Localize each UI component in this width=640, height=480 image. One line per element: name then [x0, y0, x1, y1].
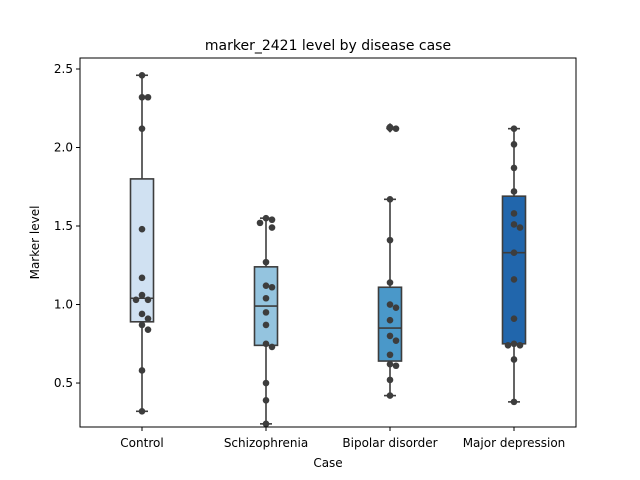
data-point — [392, 337, 400, 344]
axes: 0.5 1.0 1.5 2.0 2.5 Control Schizophrenia Bipol… — [54, 62, 565, 450]
data-point — [516, 224, 524, 231]
data-point — [386, 236, 394, 244]
data-point — [386, 332, 394, 340]
data-point — [262, 420, 270, 428]
data-point — [510, 340, 518, 348]
data-point — [510, 188, 518, 195]
data-point — [386, 196, 394, 203]
data-point — [262, 294, 270, 302]
data-point — [510, 249, 518, 257]
data-point — [262, 397, 270, 404]
data-point — [268, 216, 276, 224]
data-point — [386, 279, 394, 286]
data-point — [262, 309, 270, 316]
y-axis-title: Marker level — [28, 206, 42, 280]
y-tick-label: 0.5 — [54, 376, 73, 390]
data-point — [386, 301, 394, 308]
y-tick-label: 1.0 — [54, 298, 73, 312]
data-point — [268, 224, 276, 231]
data-point — [144, 296, 152, 304]
data-point — [268, 283, 276, 291]
y-tick-label: 1.5 — [54, 219, 73, 233]
data-point — [510, 276, 518, 283]
data-point — [510, 210, 518, 217]
data-point — [262, 321, 270, 329]
data-point — [138, 291, 146, 299]
data-point — [138, 93, 146, 101]
data-point — [510, 221, 518, 228]
x-tick-label: Control — [120, 436, 163, 450]
data-point — [262, 258, 270, 266]
data-point — [262, 379, 270, 387]
data-point — [386, 316, 394, 324]
data-point — [510, 164, 518, 172]
chart-title: marker_2421 level by disease case — [205, 38, 451, 54]
data-point — [386, 123, 394, 131]
data-point — [510, 141, 518, 148]
data-point — [262, 340, 270, 348]
data-point — [386, 360, 394, 368]
data-point — [262, 282, 270, 289]
data-point — [144, 326, 152, 333]
data-point — [516, 342, 524, 349]
data-point — [138, 367, 146, 374]
data-point — [144, 93, 152, 101]
data-point — [386, 376, 394, 384]
data-point — [262, 214, 270, 222]
data-point — [510, 315, 518, 322]
plot-area — [129, 71, 527, 428]
box — [377, 286, 403, 362]
x-tick-label: Major depression — [463, 436, 566, 450]
data-point — [510, 356, 518, 363]
axes-frame — [79, 57, 577, 428]
box-group — [129, 71, 155, 415]
data-point — [386, 351, 394, 359]
box-group — [501, 125, 527, 406]
data-point — [268, 343, 276, 351]
data-point — [138, 225, 146, 233]
data-point — [392, 304, 400, 311]
y-tick-label: 2.0 — [54, 141, 73, 155]
data-point — [138, 125, 146, 132]
box-group — [377, 123, 403, 399]
data-point — [392, 362, 400, 370]
data-point — [256, 219, 264, 227]
data-point — [138, 321, 146, 329]
data-point — [144, 315, 152, 322]
x-tick-label: Schizophrenia — [224, 436, 308, 450]
data-point — [504, 342, 512, 349]
data-point — [386, 392, 394, 399]
data-point — [138, 407, 146, 415]
x-tick-label: Bipolar disorder — [342, 436, 437, 450]
data-point — [138, 310, 146, 318]
data-point — [138, 71, 146, 79]
data-point — [510, 125, 518, 132]
x-axis-title: Case — [313, 456, 342, 470]
data-point — [510, 398, 518, 406]
y-tick-label: 2.5 — [54, 62, 73, 76]
data-point — [392, 125, 400, 132]
box-group — [253, 214, 279, 428]
data-point — [138, 274, 146, 282]
data-point — [132, 296, 140, 304]
